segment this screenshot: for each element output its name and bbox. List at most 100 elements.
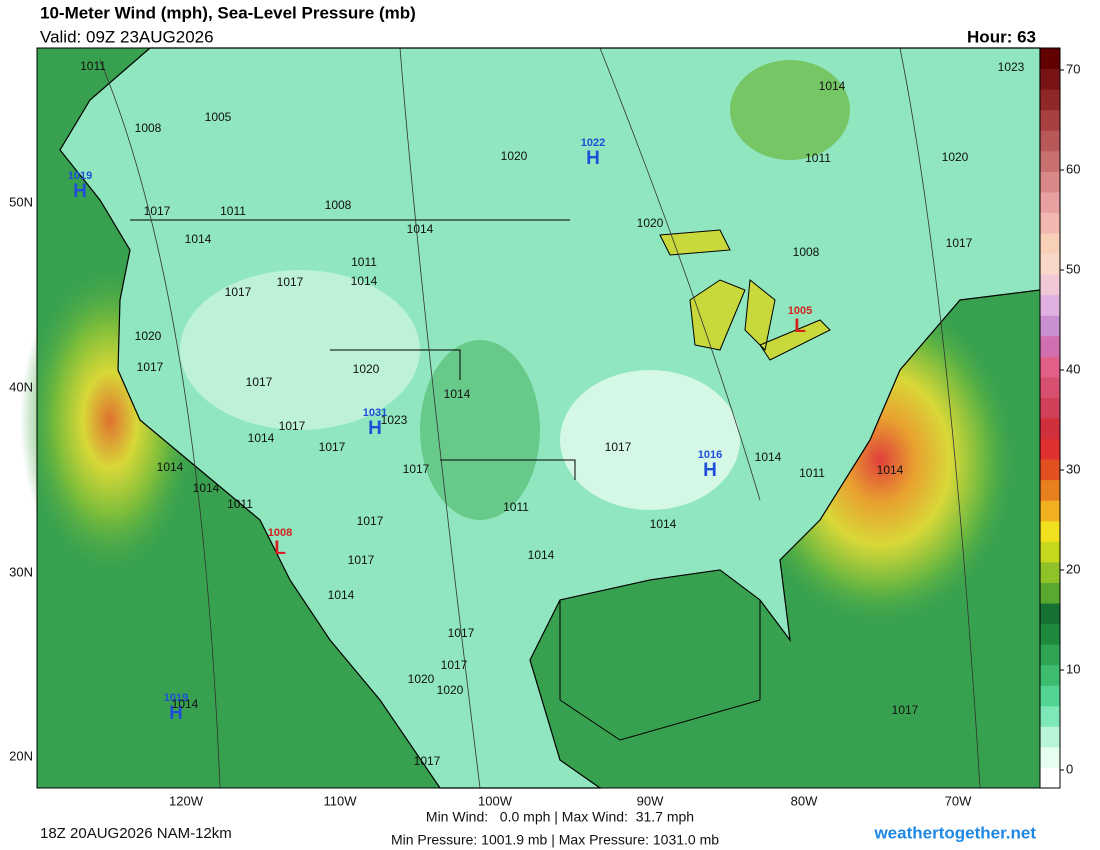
isobar-label: 1020 [942,150,969,164]
isobar-label: 1020 [637,216,664,230]
isobar-label: 1014 [185,232,212,246]
isobar-label: 1011 [80,59,106,73]
colorbar-band [1040,500,1060,522]
lon-label: 120W [169,793,204,808]
isobar-label: 1017 [946,236,973,250]
colorbar-band [1040,171,1060,193]
isobar-label: 1020 [408,672,435,686]
colorbar-band [1040,109,1060,131]
isobar-label: 1017 [448,626,475,640]
pressure-value: 1005 [788,305,812,317]
colorbar-band [1040,664,1060,686]
land [59,47,1041,789]
isobar-label: 1011 [351,255,377,269]
isobar [99,47,981,789]
pressure-symbol: H [586,148,600,169]
isobar-label: 1008 [793,245,820,259]
colorbar-band [1040,89,1060,111]
pressure-symbol: H [703,460,717,481]
pressure-value: 1019 [164,692,188,704]
colorbar-band [1040,274,1060,296]
colorbar-label: 10 [1066,661,1080,676]
colorbar-band [1040,294,1060,316]
colorbar-band [1040,48,1060,70]
isobar-label: 1014 [328,588,355,602]
pressure-value: 1016 [698,449,722,461]
colorbar-frame [1039,47,1061,789]
map [20,47,1041,789]
great-lakes [659,229,831,361]
isobar-label: 1017 [441,658,468,672]
isobar-label: 1011 [220,204,246,218]
isobar-label: 1020 [353,362,380,376]
colorbar-band [1040,212,1060,234]
gulf-of-mexico [559,569,761,741]
colorbar-label: 70 [1066,61,1080,76]
isobar-label: 1014 [444,387,471,401]
colorbar-band [1040,68,1060,90]
colorbar-band [1040,253,1060,275]
isobar-label: 1017 [605,440,632,454]
lon-label: 100W [478,793,513,808]
isobar-label: 1011 [503,500,529,514]
isobar-label: 1023 [998,60,1025,74]
model-run: 18Z 20AUG2026 NAM-12km [40,825,232,842]
isobar-label: 1014 [650,517,677,531]
lon-label: 110W [324,793,358,808]
colorbar-band [1040,623,1060,645]
pressure-symbol: L [274,538,286,559]
isobar-label: 1014 [172,697,199,711]
pressure-value: 1008 [268,527,292,539]
lat-label: 50N [9,194,33,209]
colorbar-band [1040,479,1060,501]
colorbar-band [1040,315,1060,337]
isobar-label: 1017 [403,462,430,476]
isobar-label: 1023 [381,413,408,427]
isobar-label: 1017 [414,754,441,768]
isobar-label: 1017 [137,360,164,374]
wind-stats: Min Wind: 0.0 mph | Max Wind: 31.7 mph [426,809,694,825]
isobar-label: 1014 [755,450,782,464]
colorbar-band [1040,191,1060,213]
pressure-stats: Min Pressure: 1001.9 mb | Max Pressure: … [391,832,719,848]
calm-area [560,370,740,510]
lat-label: 30N [9,564,33,579]
colorbar-label: 60 [1066,161,1080,176]
isobar-label: 1011 [799,466,825,480]
isobar-label: 1008 [325,198,352,212]
colorbar-band [1040,356,1060,378]
isobar-label: 1014 [193,481,220,495]
colorbar-label: 50 [1066,261,1080,276]
pressure-value: 1031 [363,407,387,419]
colorbar-label: 30 [1066,461,1080,476]
border [130,219,576,480]
lon-label: 80W [791,793,818,808]
isobar-label: 1014 [157,460,184,474]
isobar-label: 1017 [357,514,384,528]
colorbar-band [1040,541,1060,563]
isobar-label: 1017 [277,275,304,289]
colorbar-band [1040,561,1060,583]
title: 10-Meter Wind (mph), Sea-Level Pressure … [40,3,416,22]
colorbar-band [1040,685,1060,707]
lon-label: 70W [945,793,972,808]
lon-label: 90W [637,793,664,808]
colorbar-band [1040,520,1060,542]
isobar-label: 1011 [227,497,253,511]
lat-label: 20N [9,748,33,763]
colorbar-band [1040,644,1060,666]
colorbar-band [1040,459,1060,481]
colorbar-band [1040,603,1060,625]
isobar-label: 1017 [892,703,919,717]
wind-area [730,60,850,160]
pressure-symbol: L [794,316,806,337]
colorbar-band [1040,397,1060,419]
pressure-value: 1022 [581,137,605,149]
colorbar-band [1040,233,1060,255]
wind-area [420,340,540,520]
isobar-label: 1014 [248,431,275,445]
isobar-label: 1005 [205,110,232,124]
isobar-label: 1014 [351,274,378,288]
calm-area [180,270,420,430]
colorbar-band [1040,767,1060,789]
